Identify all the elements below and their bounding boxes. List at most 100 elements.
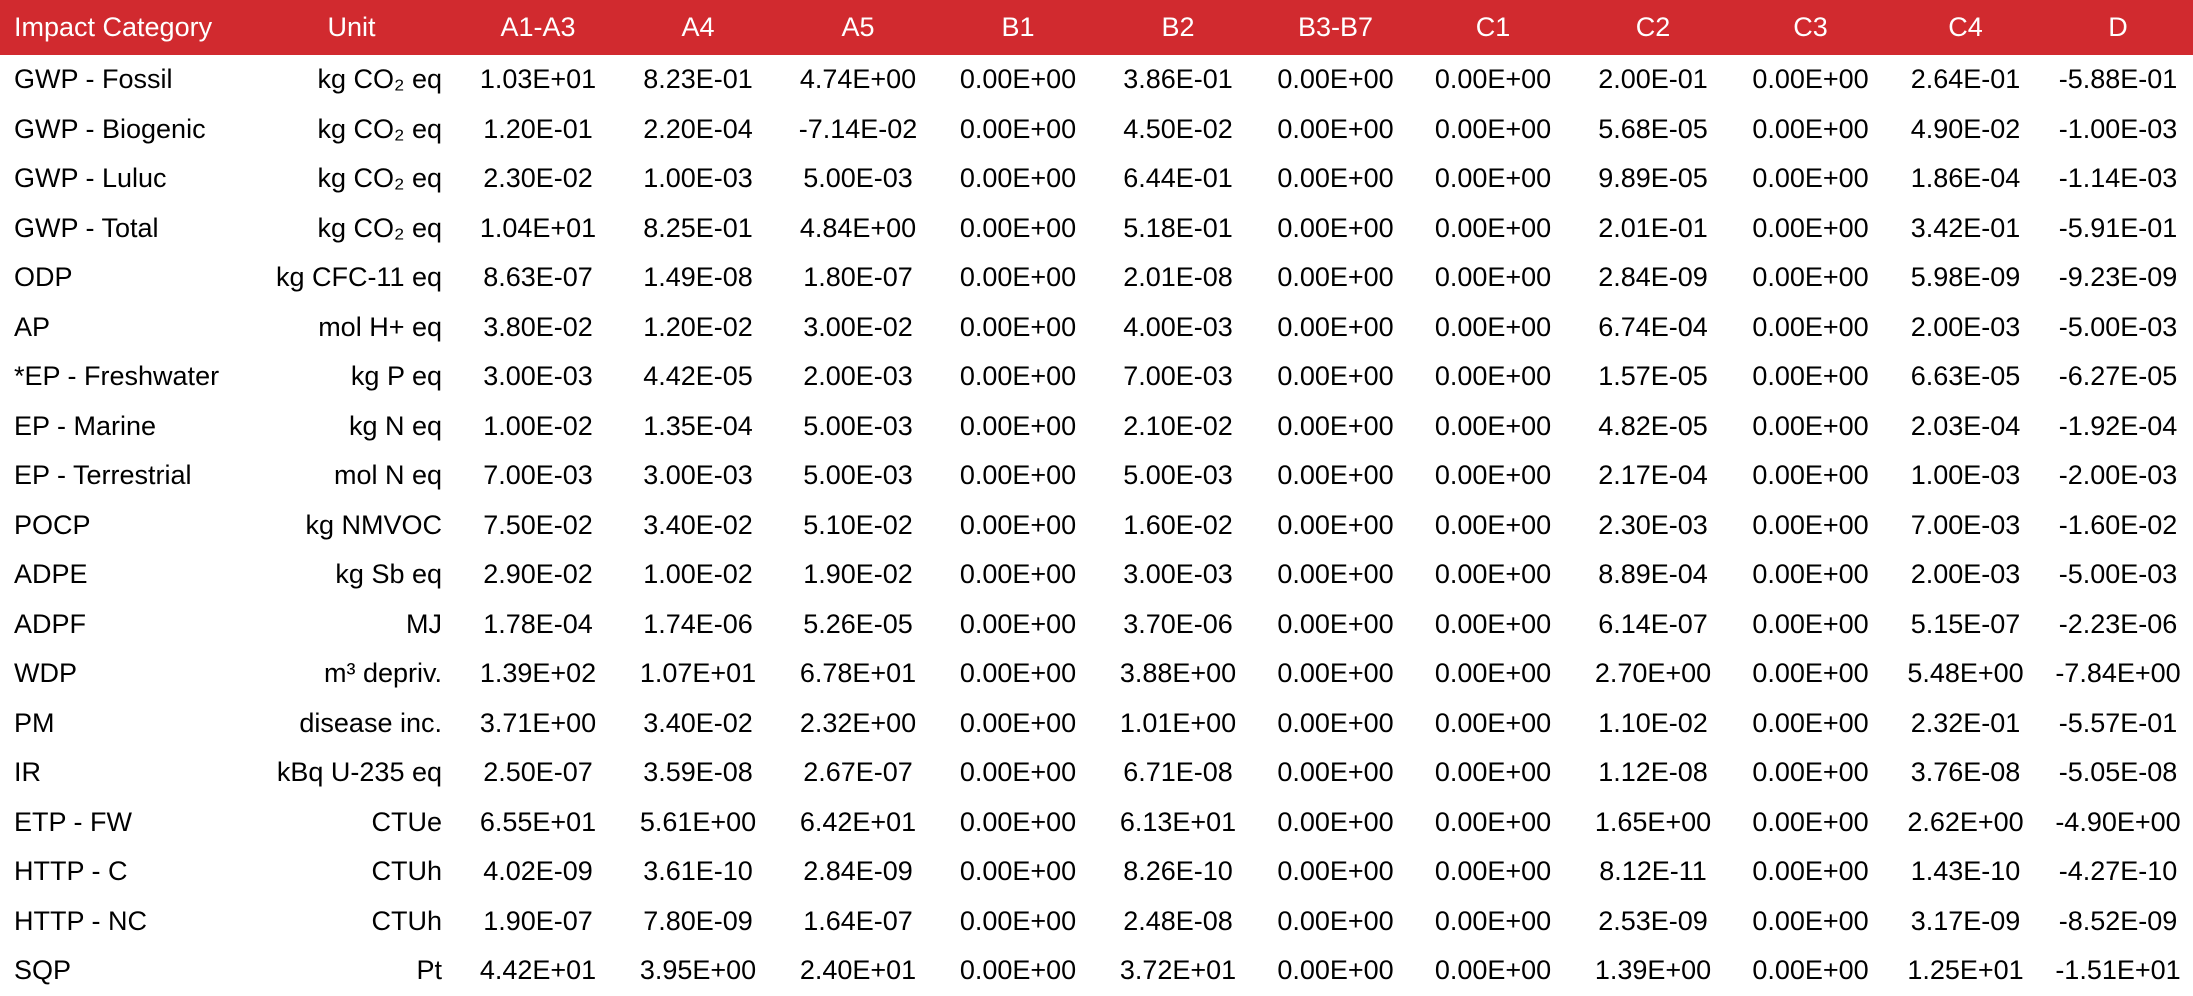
value-cell: 3.86E-01 <box>1098 55 1258 105</box>
table-row: POCP kg NMVOC 7.50E-02 3.40E-02 5.10E-02 0.00… <box>0 500 2193 550</box>
value-cell: 0.00E+00 <box>1258 401 1413 451</box>
value-cell: 8.25E-01 <box>618 203 778 253</box>
value-cell: 0.00E+00 <box>938 302 1098 352</box>
value-cell: 3.70E-06 <box>1098 599 1258 649</box>
value-cell: 0.00E+00 <box>1733 352 1888 402</box>
value-cell: 0.00E+00 <box>938 154 1098 204</box>
impact-category-cell: ADPE <box>0 550 255 600</box>
value-cell: 0.00E+00 <box>938 55 1098 105</box>
value-cell: 1.80E-07 <box>778 253 938 303</box>
value-cell: 0.00E+00 <box>938 896 1098 946</box>
value-cell: 2.20E-04 <box>618 104 778 154</box>
value-cell: 0.00E+00 <box>938 797 1098 847</box>
column-header-a5: A5 <box>778 0 938 55</box>
value-cell: 0.00E+00 <box>1733 896 1888 946</box>
value-cell: 2.48E-08 <box>1098 896 1258 946</box>
value-cell: -4.90E+00 <box>2043 797 2193 847</box>
value-cell: 0.00E+00 <box>1258 599 1413 649</box>
value-cell: 2.17E-04 <box>1573 451 1733 501</box>
column-header-a1-a3: A1-A3 <box>458 0 618 55</box>
table-row: WDP m³ depriv. 1.39E+02 1.07E+01 6.78E+01 0.0… <box>0 649 2193 699</box>
value-cell: 1.00E-03 <box>618 154 778 204</box>
value-cell: 1.00E-03 <box>1888 451 2043 501</box>
value-cell: 4.42E+01 <box>458 946 618 996</box>
impact-category-cell: POCP <box>0 500 255 550</box>
value-cell: 4.82E-05 <box>1573 401 1733 451</box>
column-header-a4: A4 <box>618 0 778 55</box>
value-cell: 5.18E-01 <box>1098 203 1258 253</box>
value-cell: 0.00E+00 <box>1413 698 1573 748</box>
value-cell: 2.01E-01 <box>1573 203 1733 253</box>
column-header-c2: C2 <box>1573 0 1733 55</box>
value-cell: 1.74E-06 <box>618 599 778 649</box>
value-cell: -5.00E-03 <box>2043 302 2193 352</box>
value-cell: -2.00E-03 <box>2043 451 2193 501</box>
value-cell: 2.10E-02 <box>1098 401 1258 451</box>
value-cell: 0.00E+00 <box>1258 946 1413 996</box>
unit-cell: CTUh <box>255 847 458 897</box>
value-cell: 2.70E+00 <box>1573 649 1733 699</box>
unit-cell: Pt <box>255 946 458 996</box>
table-header: Impact Category Unit A1-A3 A4 A5 B1 B2 B3-B7 C1 C… <box>0 0 2193 55</box>
value-cell: 2.64E-01 <box>1888 55 2043 105</box>
value-cell: 3.00E-03 <box>1098 550 1258 600</box>
value-cell: 0.00E+00 <box>1258 797 1413 847</box>
value-cell: 1.39E+00 <box>1573 946 1733 996</box>
value-cell: 2.01E-08 <box>1098 253 1258 303</box>
value-cell: 0.00E+00 <box>1413 847 1573 897</box>
value-cell: -7.14E-02 <box>778 104 938 154</box>
value-cell: 0.00E+00 <box>1413 401 1573 451</box>
value-cell: 0.00E+00 <box>1733 203 1888 253</box>
impact-category-cell: HTTP - NC <box>0 896 255 946</box>
value-cell: 5.98E-09 <box>1888 253 2043 303</box>
value-cell: 5.00E-03 <box>778 401 938 451</box>
value-cell: 0.00E+00 <box>1413 797 1573 847</box>
unit-cell: kg NMVOC <box>255 500 458 550</box>
value-cell: 0.00E+00 <box>938 401 1098 451</box>
value-cell: 8.63E-07 <box>458 253 618 303</box>
value-cell: 5.48E+00 <box>1888 649 2043 699</box>
unit-cell: mol H+ eq <box>255 302 458 352</box>
value-cell: 0.00E+00 <box>1733 698 1888 748</box>
value-cell: 0.00E+00 <box>938 203 1098 253</box>
value-cell: 6.63E-05 <box>1888 352 2043 402</box>
value-cell: 1.64E-07 <box>778 896 938 946</box>
impact-category-cell: *EP - Freshwater <box>0 352 255 402</box>
table-row: ETP - FW CTUe 6.55E+01 5.61E+00 6.42E+01 0.00… <box>0 797 2193 847</box>
value-cell: 1.65E+00 <box>1573 797 1733 847</box>
value-cell: 3.00E-03 <box>458 352 618 402</box>
value-cell: 1.10E-02 <box>1573 698 1733 748</box>
value-cell: 6.13E+01 <box>1098 797 1258 847</box>
value-cell: 1.49E-08 <box>618 253 778 303</box>
value-cell: 2.30E-03 <box>1573 500 1733 550</box>
value-cell: 3.17E-09 <box>1888 896 2043 946</box>
value-cell: 1.20E-01 <box>458 104 618 154</box>
value-cell: 0.00E+00 <box>1258 500 1413 550</box>
value-cell: 0.00E+00 <box>1413 253 1573 303</box>
value-cell: 0.00E+00 <box>1733 451 1888 501</box>
table-row: PM disease inc. 3.71E+00 3.40E-02 2.32E+00 0.… <box>0 698 2193 748</box>
value-cell: 3.40E-02 <box>618 698 778 748</box>
column-header-b1: B1 <box>938 0 1098 55</box>
value-cell: 4.50E-02 <box>1098 104 1258 154</box>
impact-category-cell: EP - Terrestrial <box>0 451 255 501</box>
value-cell: -6.27E-05 <box>2043 352 2193 402</box>
value-cell: 0.00E+00 <box>1258 203 1413 253</box>
value-cell: 1.00E-02 <box>458 401 618 451</box>
value-cell: -4.27E-10 <box>2043 847 2193 897</box>
value-cell: 6.74E-04 <box>1573 302 1733 352</box>
column-header-b3-b7: B3-B7 <box>1258 0 1413 55</box>
value-cell: 0.00E+00 <box>1733 847 1888 897</box>
value-cell: 0.00E+00 <box>938 253 1098 303</box>
unit-cell: kg CO₂ eq <box>255 104 458 154</box>
value-cell: 0.00E+00 <box>1413 649 1573 699</box>
value-cell: 1.90E-07 <box>458 896 618 946</box>
value-cell: 0.00E+00 <box>1413 599 1573 649</box>
value-cell: 2.53E-09 <box>1573 896 1733 946</box>
value-cell: 1.35E-04 <box>618 401 778 451</box>
value-cell: 2.00E-01 <box>1573 55 1733 105</box>
impact-category-cell: PM <box>0 698 255 748</box>
value-cell: 0.00E+00 <box>1413 352 1573 402</box>
value-cell: 4.00E-03 <box>1098 302 1258 352</box>
